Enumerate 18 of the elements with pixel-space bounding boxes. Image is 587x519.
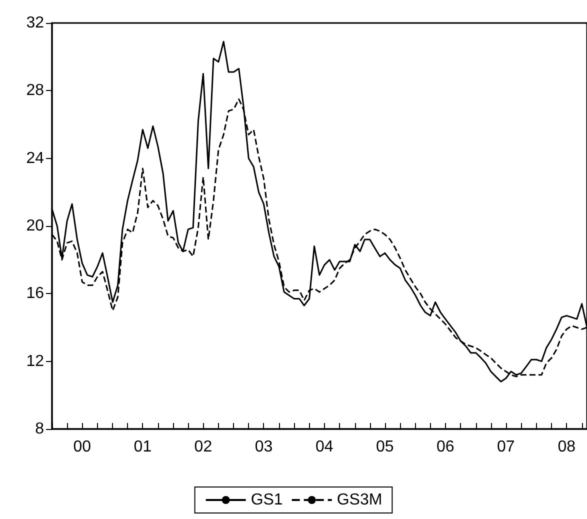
y-tick-label: 16 <box>26 285 44 302</box>
x-tick-label: 04 <box>315 438 334 456</box>
x-tick-label: 07 <box>497 438 515 456</box>
y-tick-label: 32 <box>26 14 44 32</box>
y-tick-label: 12 <box>26 352 44 370</box>
x-tick-label: 03 <box>254 438 273 456</box>
y-tick-label: 20 <box>26 218 44 234</box>
x-tick-label: 01 <box>134 438 152 456</box>
y-tick-label: 24 <box>26 150 44 167</box>
y-tick-label: 28 <box>26 82 44 100</box>
y-tick-label: 8 <box>35 420 44 438</box>
x-tick-label: 06 <box>436 438 454 456</box>
x-tick-label: 08 <box>558 438 576 456</box>
legend-label: GS1 <box>250 492 283 508</box>
x-tick-label: 00 <box>73 438 92 456</box>
x-tick-label: 05 <box>376 438 394 456</box>
x-tick-label: 02 <box>194 438 212 456</box>
legend-label: GS3M <box>336 492 382 508</box>
